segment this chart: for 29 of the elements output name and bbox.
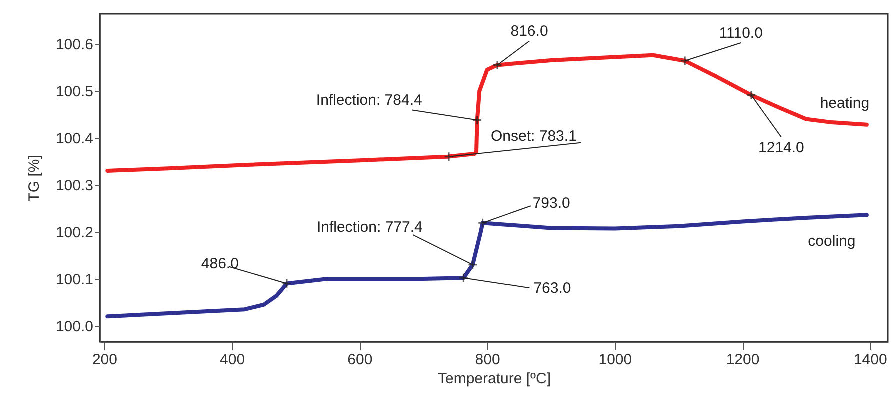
x-tick-label: 600 (348, 352, 373, 368)
y-tick-label: 100.0 (56, 318, 94, 336)
x-tick-label: 1200 (726, 352, 760, 368)
x-tick-label: 200 (92, 352, 118, 368)
y-tick-label: 100.1 (56, 272, 94, 289)
y-tick-label: 100.4 (56, 130, 94, 148)
annotation: Inflection: 777.4 (316, 218, 423, 236)
y-axis-title: TG [%] (26, 155, 43, 202)
annotation: Inflection: 784.4 (316, 92, 422, 110)
y-tick-label: 100.3 (56, 178, 94, 195)
y-tick-label: 100.5 (56, 84, 94, 101)
series-label: cooling (808, 233, 856, 250)
x-tick-label: 1400 (854, 352, 888, 368)
annotation: 486.0 (201, 256, 239, 273)
annotation: 763.0 (534, 280, 572, 298)
x-tick-label: 1000 (598, 352, 632, 368)
y-tick-label: 100.2 (56, 224, 94, 242)
annotation: Onset: 783.1 (491, 128, 577, 145)
x-tick-label: 400 (220, 352, 246, 368)
annotation: 1110.0 (719, 24, 763, 42)
annotation: 816.0 (510, 23, 548, 40)
annotation: 1214.0 (758, 139, 804, 156)
x-axis-title: Temperature [ºC] (438, 370, 552, 388)
series-label: heating (820, 94, 870, 112)
line-series (106, 213, 869, 319)
line-series (106, 53, 869, 173)
x-tick-label: 800 (475, 352, 500, 368)
annotation: 793.0 (532, 195, 570, 212)
y-tick-label: 100.6 (56, 36, 94, 54)
